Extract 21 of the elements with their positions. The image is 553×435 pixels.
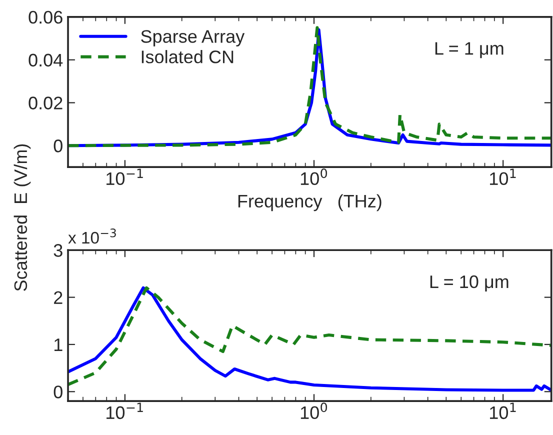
y-tick-label: 1 <box>54 338 62 352</box>
y-axis-title: Scattered E (V/m) <box>14 144 31 291</box>
legend-label: Isolated CN <box>142 50 234 64</box>
legend-label: Sparse Array <box>141 30 245 46</box>
x-tick-label: 10$^{−1}$ <box>106 402 143 420</box>
x-tick-label: 10$^{0}$ <box>300 168 328 186</box>
y-tick-label: 0.06 <box>28 10 62 24</box>
x-tick-label: 10$^{1}$ <box>490 402 516 420</box>
y-tick-label: 0 <box>54 386 62 398</box>
y-tick-label: 3 <box>54 244 62 257</box>
y-tick-label: 0.04 <box>28 54 63 67</box>
x-tick-label: 10$^{0}$ <box>300 402 328 420</box>
y-tick-label: 0.02 <box>28 96 62 110</box>
x-tick-label: 10$^{−1}$ <box>106 168 143 186</box>
y-tick-label: 2 <box>54 291 62 304</box>
annotation: L = 1 μm <box>435 42 504 58</box>
x-tick-label: 10$^{1}$ <box>490 168 516 186</box>
text: x 10$^{−3}$ <box>68 228 116 244</box>
annotation: L = 10 μm <box>430 275 508 292</box>
y-tick-label: 0 <box>54 140 62 152</box>
x-axis-title: Frequency (THz) <box>238 194 382 212</box>
